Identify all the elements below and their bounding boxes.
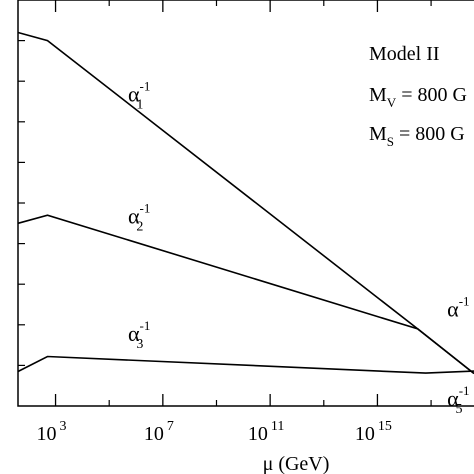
edge-label-1: α-1 xyxy=(447,294,469,322)
series-label-2: α-1 2 xyxy=(128,200,150,234)
legend-mv: MV = 800 G xyxy=(369,84,467,110)
legend: Model II MV = 800 G MS = 800 G xyxy=(369,43,467,149)
legend-model: Model II xyxy=(369,43,440,65)
series-label-1: α-1 1 xyxy=(128,79,150,113)
series-line-2 xyxy=(17,214,474,375)
x-tick-label-1: 10 7 xyxy=(144,419,174,445)
edge-label-2: α-1 5 xyxy=(447,383,469,417)
series-line-3 xyxy=(17,355,474,374)
ticks xyxy=(18,0,432,406)
x-tick-label-2: 10 11 xyxy=(248,419,284,445)
x-tick-label-0: 10 3 xyxy=(37,419,67,445)
x-tick-label-3: 10 15 xyxy=(355,419,392,445)
legend-ms: MS = 800 G xyxy=(369,123,465,149)
series-label-3: α-1 3 xyxy=(128,318,150,352)
x-tick-labels: 10 3 10 7 10 11 10 15 xyxy=(37,419,392,445)
x-axis-label: μ (GeV) xyxy=(263,453,330,474)
series-labels: α-1 1 α-1 2 α-1 3 α-1 α-1 5 xyxy=(128,79,470,418)
series-lines xyxy=(17,31,474,375)
